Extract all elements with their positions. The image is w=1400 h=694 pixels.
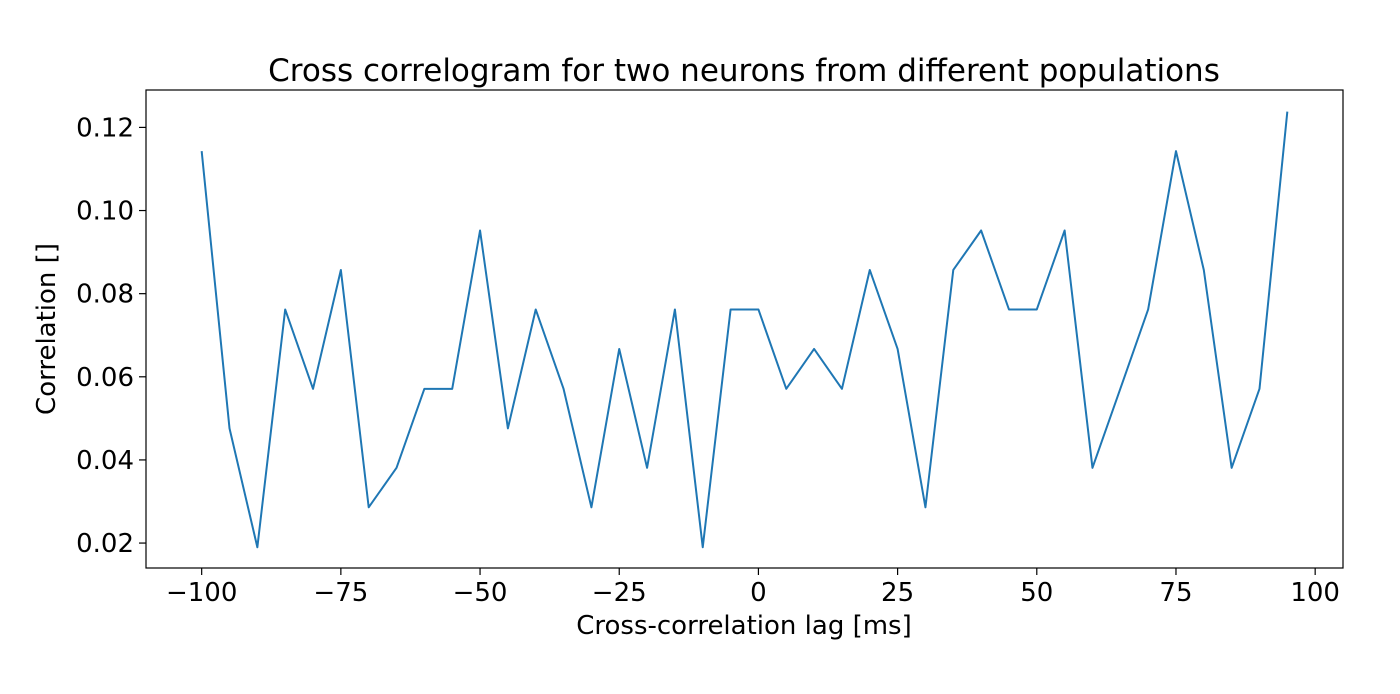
x-tick-label: 25 [881, 578, 914, 608]
y-tick-label: 0.12 [76, 113, 134, 143]
y-tick-label: 0.08 [76, 280, 134, 310]
x-tick-label: −50 [453, 578, 508, 608]
x-tick-label: 75 [1159, 578, 1192, 608]
chart-title: Cross correlogram for two neurons from d… [268, 53, 1220, 89]
y-tick-label: 0.06 [76, 363, 134, 393]
x-axis-ticks: −100 −75 −50 −25 0 25 50 75 100 [166, 568, 1340, 608]
x-tick-label: 100 [1290, 578, 1340, 608]
series-line-0 [200, 111, 1289, 549]
x-tick-label: 0 [750, 578, 767, 608]
plot-frame [145, 89, 1344, 569]
x-axis-label: Cross-correlation lag [ms] [576, 611, 912, 641]
x-tick-label: −25 [592, 578, 647, 608]
y-tick-label: 0.04 [76, 446, 134, 476]
x-tick-label: −100 [166, 578, 237, 608]
plot-area [145, 89, 1344, 569]
y-axis-ticks: 0.02 0.04 0.06 0.08 0.10 0.12 [76, 113, 146, 559]
x-tick-label: 50 [1020, 578, 1053, 608]
x-tick-label: −75 [313, 578, 368, 608]
y-axis-label: Correlation [] [32, 243, 62, 415]
y-tick-label: 0.10 [76, 197, 134, 227]
y-tick-label: 0.02 [76, 529, 134, 559]
